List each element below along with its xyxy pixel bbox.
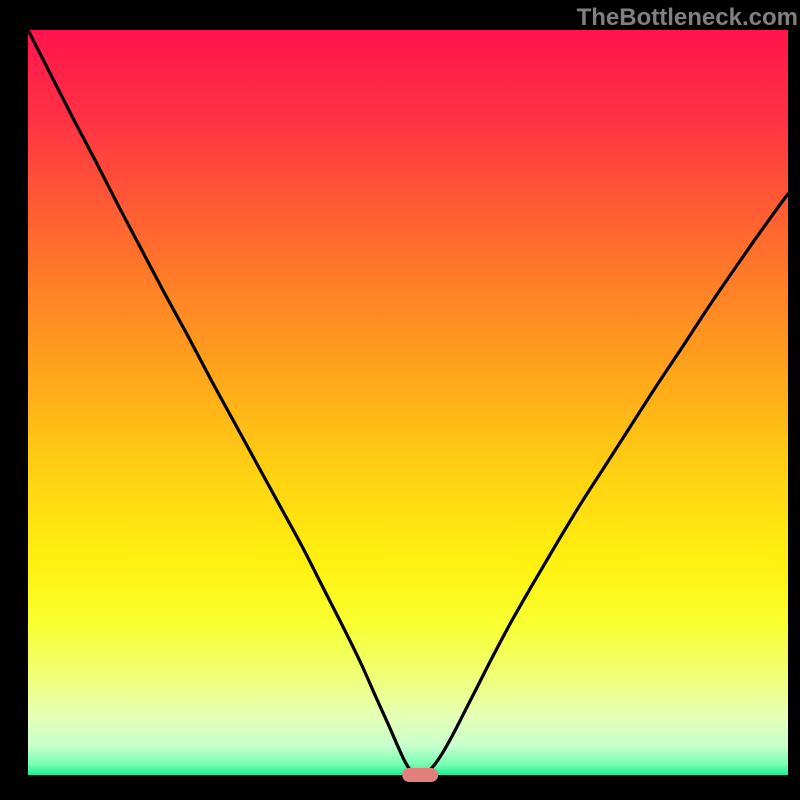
plot-background xyxy=(28,30,788,775)
watermark-text: TheBottleneck.com xyxy=(577,4,798,32)
bottleneck-plot xyxy=(0,0,800,800)
chart-container: TheBottleneck.com xyxy=(0,0,800,800)
sweet-spot-marker xyxy=(402,768,438,782)
